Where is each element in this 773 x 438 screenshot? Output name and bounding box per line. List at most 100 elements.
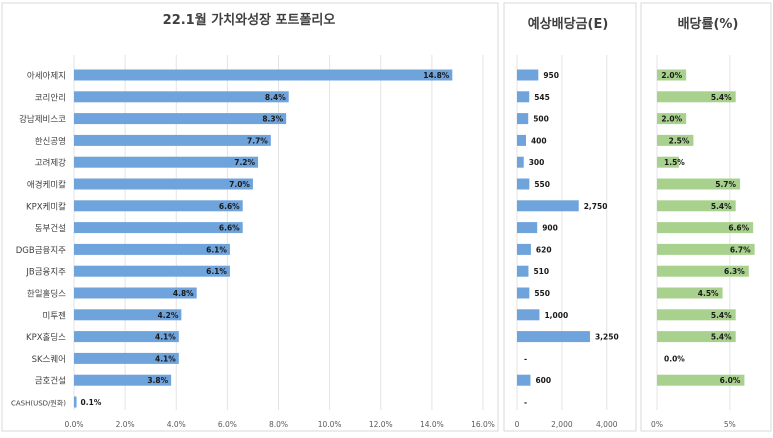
chart-title: 22.1월 가치와성장 포트폴리오	[163, 12, 336, 28]
bar	[657, 113, 687, 125]
bar	[74, 374, 172, 386]
value-label: 5.4%	[711, 311, 732, 320]
value-label: 0.1%	[81, 398, 102, 407]
value-label: 1.5%	[664, 158, 685, 167]
x-tick-label: 14.0%	[420, 420, 444, 429]
category-label: SK스퀘어	[32, 354, 66, 365]
category-label: CASH(USD/원화)	[11, 399, 66, 408]
x-tick-label: 0	[515, 420, 520, 429]
value-label: 600	[535, 376, 551, 385]
value-label: 0.0%	[664, 354, 685, 363]
x-tick-label: 12.0%	[369, 420, 393, 429]
bar	[657, 134, 694, 146]
value-label: 510	[533, 267, 549, 276]
bar	[657, 374, 745, 386]
bar	[74, 243, 230, 255]
category-label: KPX케미칼	[26, 202, 66, 212]
bar	[517, 200, 579, 212]
value-label: 4.1%	[155, 354, 176, 363]
value-label: 550	[534, 180, 550, 189]
bar	[517, 287, 530, 299]
bar	[657, 200, 736, 212]
bar	[517, 309, 540, 321]
value-label: 7.7%	[247, 136, 268, 145]
chart-frame	[503, 2, 637, 432]
x-tick-label: 2,000	[551, 420, 573, 429]
chart-frame	[640, 2, 772, 432]
bar	[517, 243, 531, 255]
value-label: 7.2%	[234, 158, 255, 167]
category-label: 한일홀딩스	[27, 289, 66, 300]
chart-panel-3: 배당률(%) 0% 5% 2.0% 5.4% 2.0% 2.5% 1.5% 5.7% 5.4% 6.…	[640, 2, 772, 432]
value-label: 4.5%	[698, 289, 719, 298]
value-label: 2.0%	[661, 71, 682, 80]
value-label: 950	[543, 71, 559, 80]
bar	[74, 113, 287, 125]
bar	[517, 113, 529, 125]
value-label: 5.4%	[711, 202, 732, 211]
bar	[517, 178, 530, 190]
bar	[517, 222, 538, 234]
bar	[517, 69, 539, 81]
category-label: 고려제강	[35, 158, 66, 169]
value-label: 6.1%	[206, 245, 227, 254]
x-tick-label: 0%	[651, 420, 663, 429]
chart-panel-2: 예상배당금(E) 0 2,000 4,000 950 545 500 400 300 550 2,7…	[503, 2, 637, 432]
x-tick-label: 10.0%	[318, 420, 342, 429]
value-label: 6.6%	[219, 202, 240, 211]
value-label: 6.6%	[728, 224, 749, 233]
category-label: 금호건설	[35, 376, 66, 387]
category-label: 코리안리	[35, 92, 66, 103]
value-label: 900	[542, 224, 558, 233]
value-label: 6.7%	[730, 245, 751, 254]
bar	[74, 331, 179, 343]
bar	[657, 265, 749, 277]
value-label: 1,000	[544, 311, 568, 320]
value-label: 4.2%	[158, 311, 179, 320]
value-label: 5.4%	[711, 93, 732, 102]
value-label: 620	[536, 245, 552, 254]
bar	[517, 134, 526, 146]
value-label: 2,750	[584, 202, 608, 211]
value-label: 500	[533, 115, 549, 124]
bar	[657, 243, 755, 255]
bar	[74, 134, 271, 146]
bar	[74, 200, 243, 212]
bar	[657, 309, 736, 321]
bar	[74, 287, 197, 299]
chart-title: 배당률(%)	[678, 16, 739, 32]
category-label: 동부건설	[35, 223, 66, 234]
value-label: 6.0%	[720, 376, 741, 385]
bar	[74, 178, 253, 190]
x-tick-label: 8.0%	[269, 420, 288, 429]
bar	[74, 222, 243, 234]
value-label: 400	[531, 136, 547, 145]
bar	[517, 156, 524, 168]
bar	[657, 91, 736, 103]
chart-frame	[1, 2, 499, 432]
bar	[74, 309, 182, 321]
value-label: 5.7%	[715, 180, 736, 189]
x-tick-label: 4,000	[596, 420, 618, 429]
category-label: 한신공영	[35, 136, 66, 147]
category-label: 강남제비스코	[19, 114, 66, 125]
category-label: JB금융지주	[25, 268, 66, 278]
bar	[517, 91, 530, 103]
category-label: 아세아제지	[27, 71, 66, 82]
value-label: 6.1%	[206, 267, 227, 276]
bar	[74, 156, 259, 168]
category-label: 미투젠	[43, 311, 67, 321]
bar	[74, 352, 179, 364]
chart-panel-1: 22.1월 가치와성장 포트폴리오 0.0% 2.0% 4.0% 6.0% 8.0% 10.…	[1, 2, 499, 432]
bar	[657, 69, 687, 81]
value-label: -	[524, 398, 527, 407]
x-tick-label: 6.0%	[218, 420, 237, 429]
bar	[657, 178, 741, 190]
bar	[74, 91, 289, 103]
value-label: -	[524, 354, 527, 363]
bar	[657, 331, 736, 343]
value-label: 550	[534, 289, 550, 298]
value-label: 8.4%	[265, 93, 286, 102]
value-label: 14.8%	[423, 71, 450, 80]
